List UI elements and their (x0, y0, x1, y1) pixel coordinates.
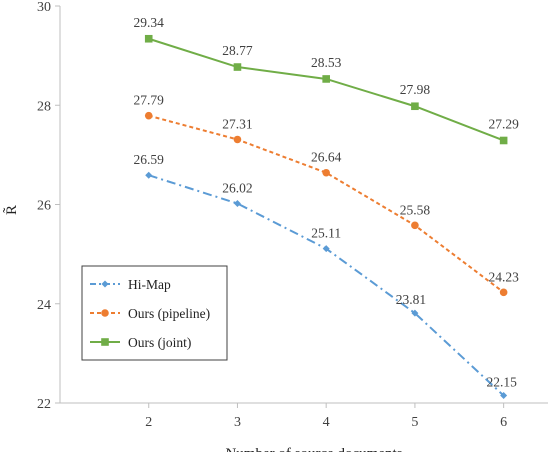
data-label: 24.23 (488, 269, 519, 284)
y-tick-label: 30 (37, 0, 51, 15)
legend-marker-2 (101, 338, 109, 346)
series-2-point-3 (411, 102, 419, 111)
data-label: 26.64 (311, 150, 342, 165)
series-0-point-0 (145, 171, 153, 179)
data-label: 27.31 (222, 116, 252, 131)
series-2-point-0 (144, 34, 153, 43)
legend: Hi-Map Ours (pipeline) Ours (joint) (81, 265, 228, 361)
x-tick-label: 2 (145, 415, 152, 430)
data-labels-group: 26.59 26.02 25.11 23.81 22.15 27.79 27.31 26.64… (134, 15, 520, 390)
axes-group: 22 24 26 28 30 2 3 4 5 6 Number of source document… (3, 0, 548, 457)
data-label: 23.81 (396, 292, 426, 307)
data-label: 26.59 (134, 152, 165, 167)
series-2-point-1 (233, 63, 242, 71)
data-label: 25.58 (400, 202, 431, 217)
x-tick-label: 3 (234, 415, 241, 430)
x-axis-title: Number of source documents (225, 446, 402, 452)
legend-marker-0 (101, 280, 109, 288)
data-label: 27.79 (134, 93, 165, 108)
y-tick-label: 22 (37, 397, 51, 412)
series-1-point-0 (144, 111, 153, 120)
legend-label-0: Hi-Map (128, 277, 171, 292)
series-1-point-3 (411, 221, 419, 230)
data-label: 26.02 (222, 181, 252, 196)
legend-label-1: Ours (pipeline) (128, 306, 210, 321)
data-label: 27.98 (400, 82, 431, 97)
y-tick-label: 24 (37, 298, 51, 313)
data-label: 29.34 (134, 15, 165, 30)
data-label: 22.15 (486, 375, 517, 390)
data-label: 28.53 (311, 55, 342, 70)
series-group (144, 34, 508, 400)
data-label: 27.29 (488, 116, 519, 131)
x-tick-label: 6 (500, 415, 507, 430)
series-0-point-3 (411, 309, 419, 317)
series-1-point-2 (322, 168, 330, 177)
series-1-point-1 (233, 135, 242, 144)
y-axis-title: R̃ (3, 205, 20, 215)
legend-label-2: Ours (joint) (128, 335, 191, 350)
series-0-point-1 (233, 200, 241, 208)
y-tick-label: 28 (37, 99, 51, 114)
x-tick-label: 4 (323, 415, 330, 430)
data-label: 25.11 (311, 226, 341, 241)
series-0-point-4 (500, 392, 508, 400)
series-0-point-2 (322, 245, 330, 253)
y-tick-label: 26 (37, 199, 51, 214)
x-tick-label: 5 (411, 415, 418, 430)
series-2-point-4 (499, 136, 508, 145)
legend-marker-1 (101, 309, 109, 317)
data-label: 28.77 (222, 43, 253, 58)
series-2-point-2 (322, 75, 330, 83)
series-1-point-4 (499, 288, 508, 297)
